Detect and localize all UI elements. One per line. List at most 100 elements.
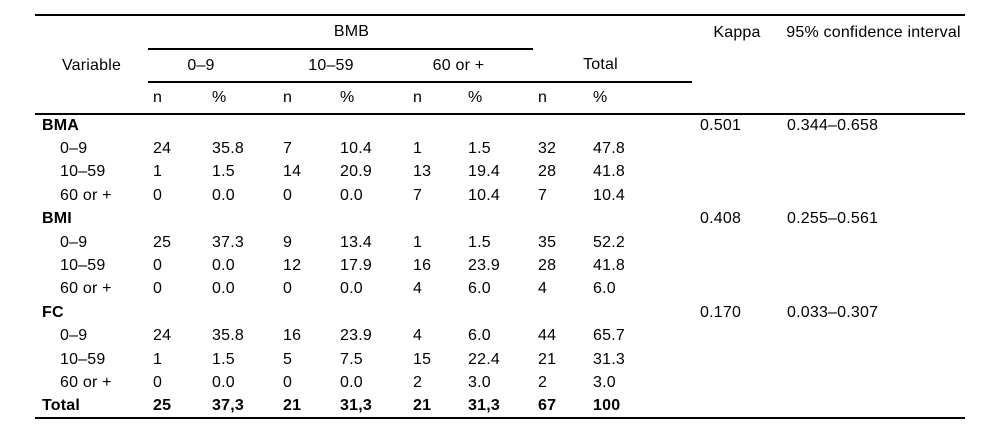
header-row-n-percent: n % n % n % n % — [35, 82, 965, 115]
ci-value-cell: 0.033–0.307 — [787, 303, 879, 321]
value-cell: 2 — [538, 373, 548, 391]
section-row: FC 0.170 0.033–0.307 — [35, 301, 965, 324]
value-cell: 0.0 — [340, 373, 363, 391]
confidence-interval-column-header: 95% confidence interval — [782, 15, 965, 115]
kappa-value-cell — [692, 137, 782, 160]
data-row: 0–9 24 35.8 7 10.4 1 1.5 32 47.8 — [35, 137, 965, 160]
value-cell: 44 — [538, 327, 557, 345]
value-cell: 31,3 — [468, 396, 500, 414]
value-cell: 1 — [153, 350, 163, 368]
value-cell: 32 — [538, 140, 557, 158]
kappa-column-header: Kappa — [692, 15, 782, 115]
value-cell: 21 — [283, 396, 302, 414]
value-cell: 7 — [283, 140, 293, 158]
kappa-value-cell — [692, 395, 782, 418]
empty-cell — [533, 15, 692, 49]
value-cell: 10.4 — [593, 186, 625, 204]
empty-cell — [35, 15, 148, 49]
value-cell: 6.0 — [468, 327, 491, 345]
value-cell — [148, 114, 207, 137]
percent-subheader: % — [463, 82, 533, 115]
data-row: 10–59 0 0.0 12 17.9 16 23.9 28 41.8 — [35, 254, 965, 277]
value-cell: 9 — [283, 233, 293, 251]
kappa-value-cell — [692, 278, 782, 301]
value-cell — [335, 301, 408, 324]
kappa-value-cell: 0.501 — [700, 117, 742, 135]
percent-subheader: % — [207, 82, 278, 115]
kappa-value-cell — [692, 348, 782, 371]
ci-value-cell — [782, 395, 965, 418]
value-cell: 4 — [538, 280, 548, 298]
row-label-cell: 10–59 — [60, 350, 106, 368]
value-cell: 4 — [413, 327, 423, 345]
header-row-groups: Variable 0–9 10–59 60 or + Total — [35, 49, 965, 83]
total-row: Total 25 37,3 21 31,3 21 31,3 67 100 — [35, 395, 965, 418]
value-cell: 100 — [593, 396, 621, 414]
percent-subheader: % — [588, 82, 692, 115]
group-header-10-59: 10–59 — [278, 49, 408, 83]
kappa-value-cell: 0.408 — [700, 210, 742, 228]
header-row-spanner: BMB Kappa 95% confidence interval — [35, 15, 965, 115]
value-cell: 7 — [413, 186, 423, 204]
data-row: 60 or + 0 0.0 0 0.0 7 10.4 7 10.4 — [35, 184, 965, 207]
value-cell: 22.4 — [468, 350, 500, 368]
value-cell: 23.9 — [340, 327, 372, 345]
ci-value-cell — [782, 184, 965, 207]
value-cell: 10.4 — [340, 140, 372, 158]
value-cell: 17.9 — [340, 257, 372, 275]
value-cell — [588, 301, 692, 324]
value-cell: 37,3 — [212, 396, 244, 414]
value-cell — [533, 114, 588, 137]
value-cell: 1 — [413, 140, 423, 158]
value-cell — [148, 301, 207, 324]
value-cell: 41.8 — [593, 163, 625, 181]
ci-value-cell — [782, 278, 965, 301]
value-cell: 0 — [283, 280, 293, 298]
kappa-value-cell — [692, 325, 782, 348]
value-cell: 0 — [153, 257, 163, 275]
value-cell: 0.0 — [212, 373, 235, 391]
value-cell: 0.0 — [212, 280, 235, 298]
n-subheader: n — [278, 82, 335, 115]
row-label-cell: 0–9 — [60, 140, 88, 158]
value-cell: 15 — [413, 350, 432, 368]
section-label-cell: BMA — [42, 117, 80, 135]
ci-value-cell — [782, 348, 965, 371]
value-cell: 67 — [538, 396, 557, 414]
value-cell — [463, 301, 533, 324]
ci-value-cell — [782, 137, 965, 160]
value-cell — [335, 208, 408, 231]
value-cell: 0 — [153, 373, 163, 391]
value-cell: 0.0 — [212, 186, 235, 204]
value-cell: 19.4 — [468, 163, 500, 181]
value-cell: 1 — [413, 233, 423, 251]
value-cell — [278, 208, 335, 231]
value-cell — [148, 208, 207, 231]
ci-value-cell — [782, 161, 965, 184]
value-cell: 7.5 — [340, 350, 363, 368]
ci-value-cell — [782, 231, 965, 254]
value-cell: 52.2 — [593, 233, 625, 251]
value-cell: 65.7 — [593, 327, 625, 345]
data-row: 60 or + 0 0.0 0 0.0 4 6.0 4 6.0 — [35, 278, 965, 301]
value-cell: 47.8 — [593, 140, 625, 158]
n-subheader: n — [148, 82, 207, 115]
value-cell — [278, 114, 335, 137]
value-cell — [278, 301, 335, 324]
group-header-total: Total — [533, 49, 692, 83]
group-header-0-9: 0–9 — [148, 49, 278, 83]
value-cell: 16 — [283, 327, 302, 345]
value-cell: 0.0 — [340, 186, 363, 204]
row-label-cell: 0–9 — [60, 233, 88, 251]
value-cell — [207, 114, 278, 137]
total-label-cell: Total — [42, 396, 81, 414]
kappa-value-cell — [692, 231, 782, 254]
group-header-60-plus: 60 or + — [408, 49, 533, 83]
value-cell — [463, 114, 533, 137]
value-cell — [588, 208, 692, 231]
value-cell: 7 — [538, 186, 548, 204]
ci-value-cell: 0.344–0.658 — [787, 117, 879, 135]
bmb-column-group-header: BMB — [148, 15, 533, 50]
value-cell — [588, 114, 692, 137]
value-cell: 28 — [538, 257, 557, 275]
